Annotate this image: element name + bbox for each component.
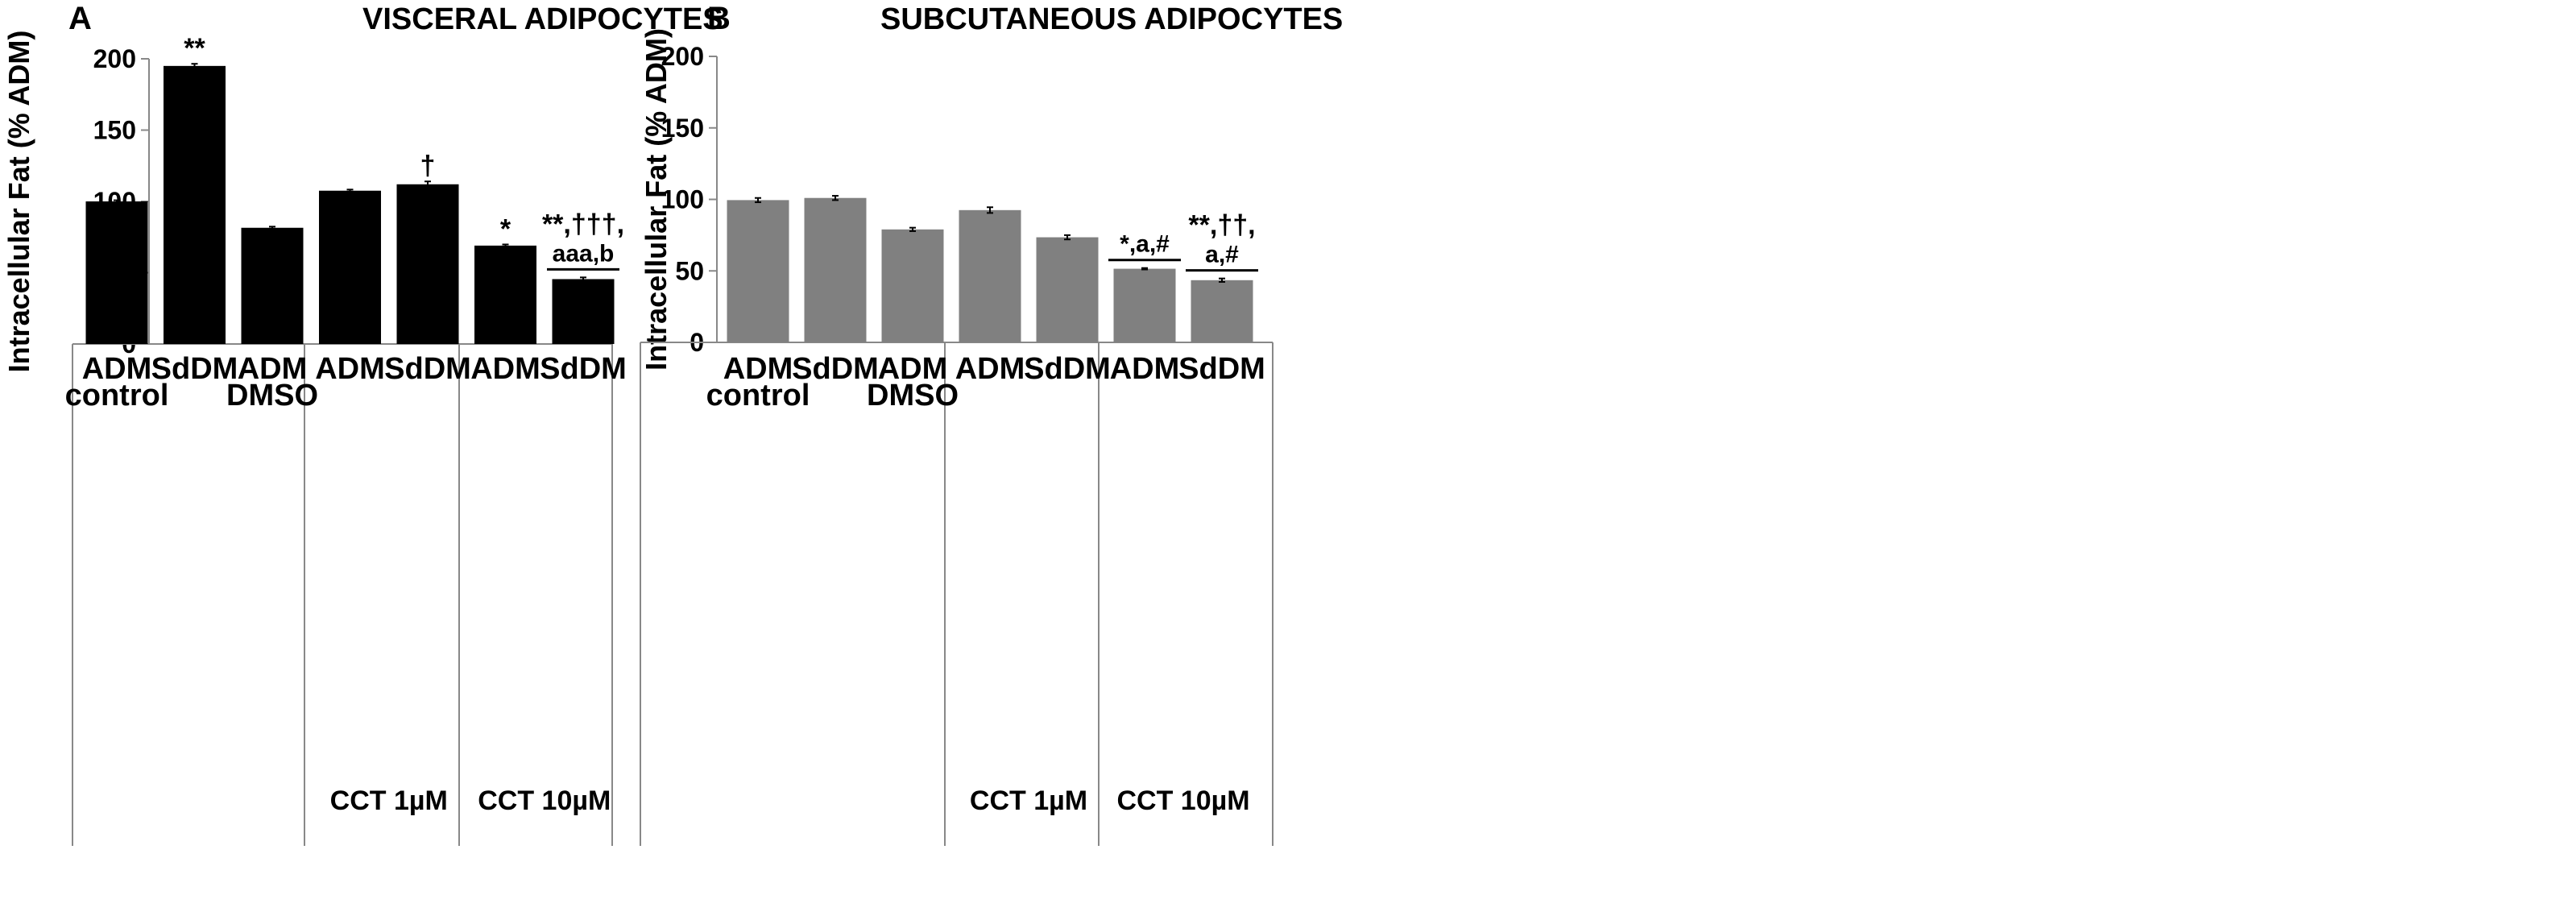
panel-b-category-label: ADM: [878, 352, 948, 386]
panel-a-category-label: SdDM: [384, 352, 471, 386]
panel-a-bar: [85, 201, 148, 344]
panel-b-y-axis-label: Intracellular Fat (% ADM): [640, 28, 673, 371]
panel-a-bar: [552, 279, 615, 344]
panel-b-significance-sub-label: *,a,#: [1120, 231, 1170, 258]
panel-a-title: VISCERAL ADIPOCYTES: [362, 2, 723, 36]
panel-b-category-label: SdDM: [792, 352, 879, 386]
panel-a-category-label: SdDM: [151, 352, 238, 386]
panel-b-category-label: ADM: [1110, 352, 1180, 386]
panel-b-category-label: control: [706, 379, 810, 412]
panel-a-bar: [164, 65, 226, 344]
panel-a-category-label: ADM: [82, 352, 152, 386]
panel-a-significance-label: **: [184, 33, 205, 64]
panel-a-bar: [241, 227, 304, 344]
panel-b-category-label: SdDM: [1178, 352, 1265, 386]
panel-a-group-label: CCT 10µM: [478, 785, 611, 816]
panel-b-group-label: CCT 10µM: [1116, 785, 1249, 816]
panel-a-group-label: CCT 1µM: [330, 785, 448, 816]
panel-a-category-label: DMSO: [226, 379, 318, 412]
panel-b-category-label: DMSO: [867, 379, 959, 412]
panel-a-letter: A: [68, 1, 92, 36]
panel-a-y-tick-label: 200: [93, 44, 136, 73]
panel-b-bar: [881, 229, 944, 342]
panel-a-category-label: SdDM: [540, 352, 627, 386]
panel-b-bar: [1191, 280, 1253, 342]
panel-a-bar: [319, 190, 381, 344]
panel-b-letter: B: [707, 1, 731, 36]
panel-b-significance-label: **,††,: [1188, 210, 1255, 241]
panel-b-bar: [727, 200, 789, 342]
panel-a-category-label: control: [65, 379, 169, 412]
panel-b-y-tick-label: 50: [675, 256, 704, 285]
panel-b-y-tick-label: 150: [661, 114, 704, 143]
panel-a-significance-label: *: [500, 213, 511, 244]
panel-a-bar: [474, 245, 536, 344]
panel-a-category-label: ADM: [470, 352, 540, 386]
panel-b-y-tick-label: 200: [661, 42, 704, 71]
panel-a-significance-label: †: [420, 151, 436, 181]
panel-b-bar: [1113, 268, 1176, 342]
panel-a-significance-label: **,†††,: [542, 209, 624, 239]
panel-b-category-label: SdDM: [1024, 352, 1111, 386]
panel-b-title: SUBCUTANEOUS ADIPOCYTES: [880, 2, 1343, 36]
panel-subcutaneous: B SUBCUTANEOUS ADIPOCYTES Intracellular Fa…: [640, 1, 1343, 846]
panel-a-significance-sub-label: aaa,b: [553, 240, 615, 267]
panel-b-bar: [804, 197, 867, 342]
panel-b-bar: [959, 209, 1021, 342]
panel-a-y-tick-label: 150: [93, 116, 136, 145]
panel-a-category-label: ADM: [238, 352, 308, 386]
panel-b-significance-sub-label: a,#: [1205, 242, 1239, 268]
panel-a-y-axis-label: Intracellular Fat (% ADM): [2, 31, 35, 373]
panel-b-category-label: ADM: [955, 352, 1025, 386]
panel-a-bar: [396, 184, 459, 344]
panel-b-bar: [1036, 237, 1099, 342]
panel-b-category-label: ADM: [723, 352, 793, 386]
panel-a-category-label: ADM: [315, 352, 385, 386]
panel-b-y-tick-label: 100: [661, 185, 704, 214]
panel-b-group-label: CCT 1µM: [970, 785, 1087, 816]
